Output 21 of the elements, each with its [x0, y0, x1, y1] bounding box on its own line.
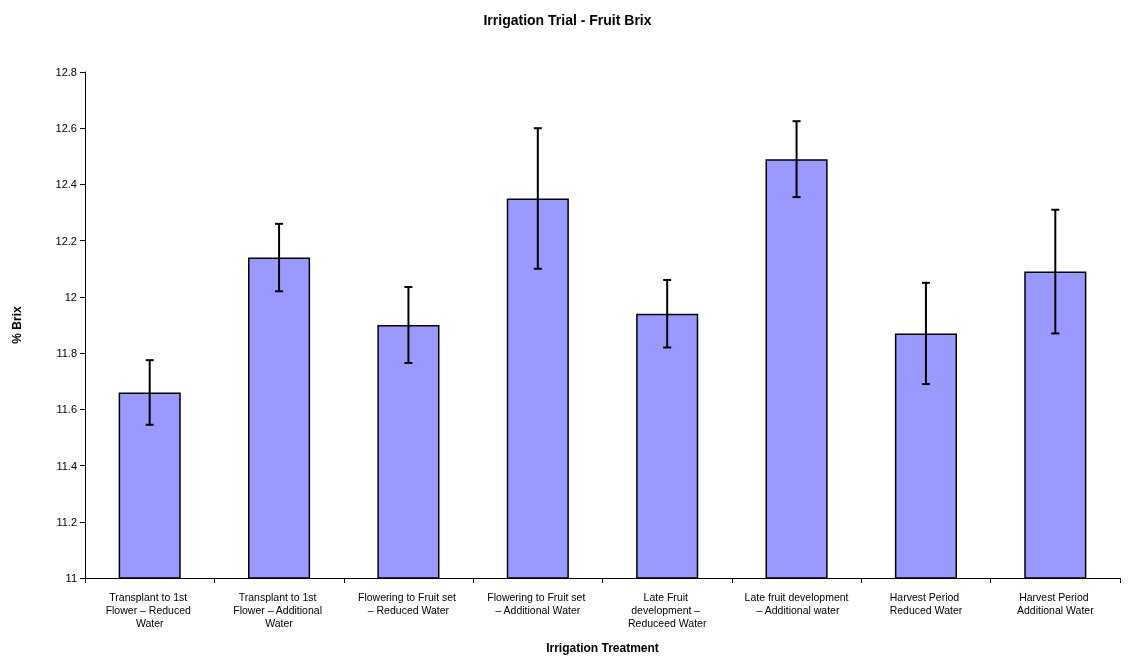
y-tick-label: 12.8: [55, 66, 77, 78]
y-tick-label: 11: [65, 572, 77, 584]
y-tick-label: 11.2: [56, 515, 77, 528]
y-tick-label: 12.4: [55, 178, 77, 191]
chart-title: Irrigation Trial - Fruit Brix: [483, 12, 652, 28]
y-tick-label: 11.6: [56, 403, 77, 416]
x-tick-label: Transplant to 1st Flower – Additional Water: [233, 590, 325, 629]
x-tick-label: Late Fruit development – Reduceed Water: [627, 590, 707, 629]
x-tick-label: Harvest Period Reduced Water: [889, 590, 963, 616]
x-tick-label: Flowering to Fruit set – Reduced Water: [357, 590, 459, 616]
y-axis-title: % Brix: [10, 306, 24, 344]
y-tick-label: 11.8: [56, 347, 77, 360]
x-tick-label: Harvest Period Additional Water: [1016, 590, 1095, 616]
x-tick-label: Late fruit development – Additional water: [744, 590, 849, 616]
x-axis-title: Irrigation Treatment: [546, 641, 659, 655]
y-tick-label: 12.6: [55, 122, 77, 135]
y-tick-label: 12: [64, 290, 77, 303]
x-tick-label: Transplant to 1st Flower – Reduced Water: [105, 590, 194, 629]
y-tick-label: 11.4: [56, 459, 77, 472]
x-tick-label: Flowering to Fruit set – Additional Water: [487, 590, 589, 616]
y-tick-label: 12.2: [55, 234, 77, 247]
